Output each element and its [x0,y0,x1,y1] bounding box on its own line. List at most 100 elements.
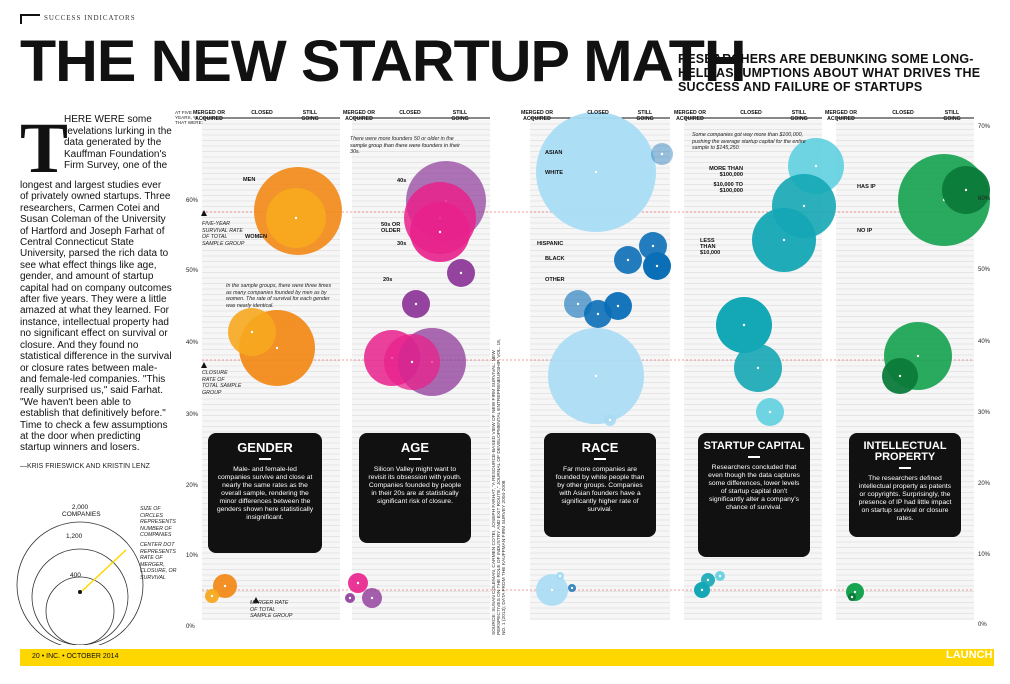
bubble-dot-30s-still-going [438,230,442,234]
label-10k-to-100k: $10,000 TO $100,000 [713,182,743,194]
legend-1200: 1,200 [66,533,83,540]
col-head: CLOSED [399,110,421,116]
bubble-dot-black-merged [570,586,574,590]
bubble-dot-has-ip-still-going [964,188,968,192]
story-credit: —KRIS FRIESWICK AND KRISTIN LENZ [20,463,150,470]
y-tick-right: 20% [978,481,991,487]
label-20s: 20s [383,277,393,283]
drop-cap: T [20,108,69,188]
bubble-dot-women-merged [210,594,214,598]
ip-text: The researchers defined intellectual pro… [858,475,952,522]
bubble-dot-black-closed [596,312,600,316]
y-tick-left: 10% [186,553,199,559]
label-30s: 30s [397,241,407,247]
bubble-dot-20s-closed [414,302,418,306]
y-tick-right: 10% [978,552,991,558]
bubble-dot-less-merged [700,588,704,592]
story-lead: HERE WERE some revelations lurking in th… [64,114,172,172]
label-40s: 40s [397,178,407,184]
bubble-dot-men-merged [223,584,227,588]
axis-header: AT FIVE YEARS, % THAT WERE: [175,110,203,125]
bubble-dot-mid-closed [756,366,760,370]
survival-note: FIVE-YEAR SURVIVAL RATE OF TOTAL SAMPLE … [202,221,245,247]
y-tick-left: 20% [186,483,199,489]
bubble-dot-hispanic-closed [616,304,620,308]
bubble-dot-less-still-going [782,238,786,242]
col-head: MERGED OR ACQUIRED [825,110,857,122]
col-head: STILL GOING [943,110,961,122]
race-box: RACE Far more companies are founded by w… [544,433,656,537]
bubble-dot-asian-closed [576,302,580,306]
label-white: WHITE [545,170,564,176]
rate-marker-1 [201,362,207,368]
y-tick-left: 0% [186,624,195,630]
y-tick-right: 60% [978,196,991,202]
capital-text: Researchers concluded that even though t… [708,464,800,511]
label-asian: ASIAN [545,150,563,156]
gender-box: GENDER Male- and female-led companies su… [208,433,322,553]
ip-title: INTELLECTUAL PROPERTY [863,440,947,463]
col-head: MERGED OR ACQUIRED [343,110,375,122]
col-head: STILL GOING [451,110,469,122]
footer-bar [20,649,994,666]
gender-title: GENDER [237,440,293,455]
bubble-dot-50s-merged [370,596,374,600]
bubble-dot-20s-still-going [459,271,463,275]
age-title: AGE [400,440,430,455]
label-has-ip: HAS IP [857,184,876,190]
bubble-dot-white-still-going [594,170,598,174]
legend-2000: 2,000 COMPANIES [62,504,101,518]
legend-center-note: CENTER DOT REPRESENTS RATE OF MERGER, CL… [140,542,177,581]
kicker: SUCCESS INDICATORS [44,14,136,22]
label-more-than-100k: MORE THAN $100,000 [709,166,743,178]
bubble-dot-has-ip-merged [850,595,854,599]
y-tick-left: 40% [186,340,199,346]
y-tick-right: 0% [978,622,987,628]
col-head: STILL GOING [790,110,808,122]
headline: THE NEW STARTUP MATH [20,29,747,94]
bubble-dot-black-still-going [626,258,630,262]
bubble-dot-asian-still-going [660,152,664,156]
kicker-mark [20,14,40,24]
bubble-dot-more-closed [768,410,772,414]
legend-400: 400 [70,572,81,579]
legend-size-note: SIZE OF CIRCLES REPRESENTS NUMBER OF COM… [140,506,176,538]
y-tick-right: 50% [978,267,991,273]
bubble-dot-white-closed [594,374,598,378]
bubble-dot-less-closed [742,323,746,327]
label-men: MEN [243,177,256,183]
col-head: CLOSED [740,110,762,116]
col-head: CLOSED [587,110,609,116]
y-tick-left: 50% [186,268,199,274]
gender-text: Male- and female-led companies survive a… [216,466,314,521]
capital-box: STARTUP CAPITAL Researchers concluded th… [698,433,810,557]
y-tick-left: 60% [186,198,199,204]
age-text: Silicon Valley might want to revisit its… [368,466,462,505]
bubble-dot-men-closed [275,346,279,350]
label-less-than-10k: LESS THAN $10,000 [700,238,721,256]
capital-callout: Some companies got way more than $100,00… [692,132,806,151]
closure-note: CLOSURE RATE OF TOTAL SAMPLE GROUP [202,370,242,396]
footer-folio: 20 • INC. • OCTOBER 2014 [32,653,119,660]
bubble-dot-asian-merged [558,574,562,578]
bubble-dot-hispanic-still-going [651,244,655,248]
bubble-dot-no-ip-merged [853,590,857,594]
bubble-dot-more-still-going [814,164,818,168]
bubble-dot-women-still-going [294,216,298,220]
label-hispanic: HISPANIC [537,241,564,247]
y-tick-right: 40% [978,339,991,345]
capital-title: STARTUP CAPITAL [703,440,805,452]
col-head: STILL GOING [636,110,654,122]
bubble-dot-mid-merged [706,578,710,582]
source-note: SOURCE: SUSAN COLEMAN, CARMEN COTEI, JOS… [492,338,507,635]
label-no-ip: NO IP [857,228,873,234]
col-head: STILL GOING [301,110,319,122]
age-callout: There were more founders 50 or older in … [350,136,460,155]
rate-marker-0 [201,210,207,216]
bubble-chart [201,112,990,620]
bubble-dot-30s-closed [410,360,414,364]
bubble-dot-mid-still-going [802,204,806,208]
size-legend [16,521,144,645]
deck: RESEARCHERS ARE DEBUNKING SOME LONG-HELD… [678,52,981,94]
col-head: MERGED OR ACQUIRED [674,110,706,122]
